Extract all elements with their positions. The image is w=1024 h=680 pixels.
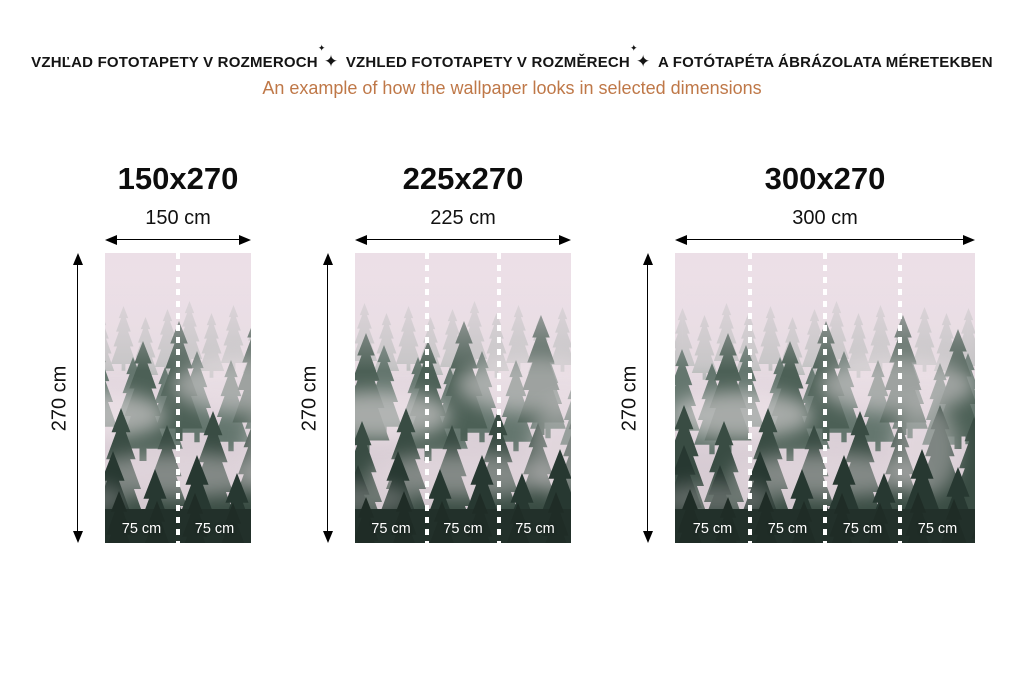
width-arrow — [105, 233, 251, 246]
width-arrow — [355, 233, 571, 246]
width-label: 150 cm — [145, 207, 211, 229]
height-arrow — [71, 253, 84, 543]
panel-title: 225x270 — [402, 161, 524, 196]
height-label: 270 cm — [298, 365, 321, 431]
segment-labels: 75 cm 75 cm — [105, 520, 251, 537]
width-label: 225 cm — [430, 207, 496, 229]
page-header: VZHĽAD FOTOTAPETY V ROZMEROCH ✦ ✦ VZHLED FO… — [0, 0, 1024, 72]
width-arrow — [675, 233, 975, 246]
wallpaper-preview: 75 cm 75 cm 75 cm 75 cm — [675, 253, 975, 543]
dimension-panels: 150x270 150 cm 270 cm 75 cm 75 cm 225x27… — [0, 163, 1024, 543]
segment-label: 75 cm — [515, 520, 555, 537]
segment-labels: 75 cm 75 cm 75 cm — [355, 520, 571, 537]
segment-labels: 75 cm 75 cm 75 cm 75 cm — [675, 520, 975, 537]
panel-150x270: 150x270 150 cm 270 cm 75 cm 75 cm — [49, 163, 251, 543]
panel-divider — [497, 253, 501, 543]
panel-divider — [424, 253, 429, 543]
wallpaper-preview: 75 cm 75 cm — [105, 253, 251, 543]
panel-225x270: 225x270 225 cm 270 cm 75 cm 75 cm 75 cm — [299, 163, 571, 543]
segment-label: 75 cm — [692, 520, 733, 537]
panel-divider — [823, 253, 827, 543]
subtitle: An example of how the wallpaper looks in… — [262, 78, 762, 98]
segment-label: 75 cm — [443, 520, 483, 537]
height-arrow — [321, 253, 334, 543]
panel-divider — [176, 253, 180, 543]
height-label: 270 cm — [618, 365, 641, 431]
height-label: 270 cm — [48, 365, 71, 431]
forest-image — [355, 253, 571, 543]
width-label: 300 cm — [792, 207, 858, 229]
panel-title: 150x270 — [117, 161, 239, 196]
segment-label: 75 cm — [121, 520, 162, 537]
segment-label: 75 cm — [842, 520, 883, 537]
segment-label: 75 cm — [767, 520, 808, 537]
sparkle-icon: ✦ ✦ — [317, 43, 339, 71]
segment-label: 75 cm — [194, 520, 235, 537]
header-text-hu: A FOTÓTAPÉTA ÁBRÁZOLATA MÉRETEKBEN — [657, 53, 993, 71]
sparkle-icon: ✦ ✦ — [629, 43, 651, 71]
height-arrow — [641, 253, 654, 543]
wallpaper-preview: 75 cm 75 cm 75 cm — [355, 253, 571, 543]
header-text-sk: VZHĽAD FOTOTAPETY V ROZMEROCH — [31, 53, 318, 71]
segment-label: 75 cm — [917, 520, 958, 537]
panel-divider — [748, 253, 752, 543]
segment-label: 75 cm — [371, 520, 411, 537]
header-text-cz: VZHLED FOTOTAPETY V ROZMĚRECH — [345, 53, 630, 71]
panel-divider — [898, 253, 902, 543]
panel-300x270: 300x270 300 cm 270 cm 75 cm 75 cm 75 cm … — [619, 163, 975, 543]
panel-title: 300x270 — [764, 161, 886, 196]
